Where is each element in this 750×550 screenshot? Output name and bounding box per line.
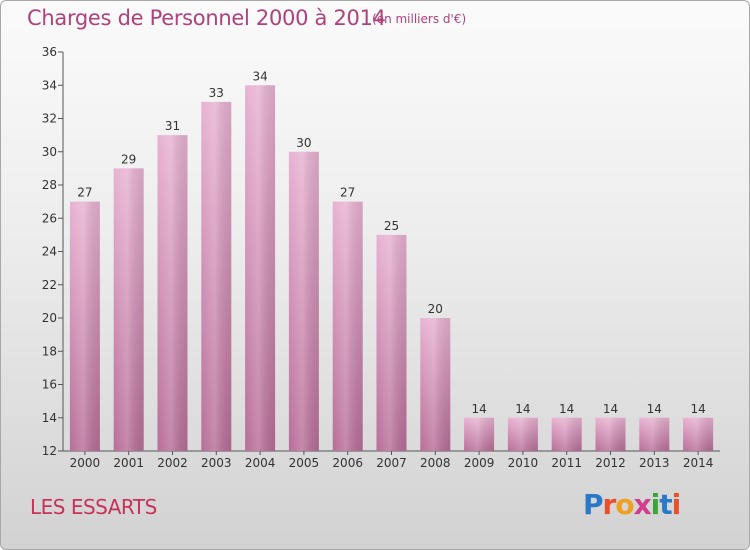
bar-shading [595, 417, 626, 451]
bar-value-label: 27 [340, 186, 355, 200]
y-tick-label: 32 [42, 112, 57, 126]
y-tick-label: 18 [42, 344, 57, 358]
x-tick-label: 2014 [683, 456, 714, 470]
logo-letter: t [659, 488, 672, 521]
y-tick-label: 14 [42, 411, 57, 425]
x-tick-label: 2004 [245, 456, 276, 470]
y-tick-label: 22 [42, 278, 57, 292]
bar-shading [507, 417, 538, 451]
bar-value-label: 33 [209, 86, 224, 100]
bar-shading [551, 417, 582, 451]
y-tick-label: 12 [42, 444, 57, 458]
x-tick-label: 2011 [551, 456, 582, 470]
bar-shading [464, 417, 495, 451]
bar-shading [113, 168, 144, 451]
y-tick-label: 28 [42, 178, 57, 192]
bar-value-label: 25 [384, 219, 399, 233]
y-tick-label: 24 [42, 245, 57, 259]
y-tick-label: 26 [42, 211, 57, 225]
bar-value-label: 14 [515, 402, 530, 416]
chart-title: Charges de Personnel 2000 à 2014 [27, 6, 386, 30]
bar-shading [157, 135, 188, 451]
x-tick-label: 2013 [639, 456, 670, 470]
bar-value-label: 20 [428, 302, 443, 316]
x-tick-label: 2006 [332, 456, 363, 470]
bar-shading [376, 234, 407, 451]
bar-value-label: 14 [471, 402, 486, 416]
bar-value-label: 27 [77, 186, 92, 200]
proxiti-logo: Proxiti [583, 488, 682, 521]
bar-shading [332, 201, 363, 451]
y-tick-label: 16 [42, 378, 57, 392]
chart-subtitle: (en milliers d'€) [372, 12, 467, 26]
bar-value-label: 34 [252, 69, 267, 83]
x-tick-label: 2003 [201, 456, 232, 470]
bar-shading [69, 201, 100, 451]
y-tick-label: 36 [42, 45, 57, 59]
x-tick-label: 2009 [464, 456, 495, 470]
logo-letter: r [602, 488, 617, 521]
x-tick-label: 2002 [157, 456, 188, 470]
location-label: LES ESSARTS [30, 495, 157, 519]
bar-value-label: 14 [690, 402, 705, 416]
bar-shading [288, 151, 319, 451]
x-tick-label: 2001 [113, 456, 144, 470]
x-tick-label: 2005 [289, 456, 320, 470]
x-tick-label: 2008 [420, 456, 451, 470]
bar-value-label: 31 [165, 119, 180, 133]
logo-letter: P [583, 488, 604, 521]
bar-value-label: 14 [647, 402, 662, 416]
bar-value-label: 14 [603, 402, 618, 416]
x-tick-label: 2010 [508, 456, 539, 470]
logo-letter: x [633, 488, 652, 521]
bar-shading [639, 417, 670, 451]
bar-shading [420, 318, 451, 451]
bar-shading [245, 85, 276, 451]
x-tick-label: 2007 [376, 456, 407, 470]
y-tick-label: 20 [42, 311, 57, 325]
bar-value-label: 30 [296, 136, 311, 150]
bar-shading [201, 101, 232, 451]
logo-letter: i [671, 488, 682, 521]
bar-value-label: 29 [121, 152, 136, 166]
y-tick-label: 30 [42, 145, 57, 159]
y-tick-label: 34 [42, 78, 57, 92]
logo-letter: i [650, 488, 661, 521]
bar-shading [683, 417, 714, 451]
x-tick-label: 2000 [70, 456, 101, 470]
logo-letter: o [615, 488, 634, 521]
x-tick-label: 2012 [595, 456, 626, 470]
bar-value-label: 14 [559, 402, 574, 416]
